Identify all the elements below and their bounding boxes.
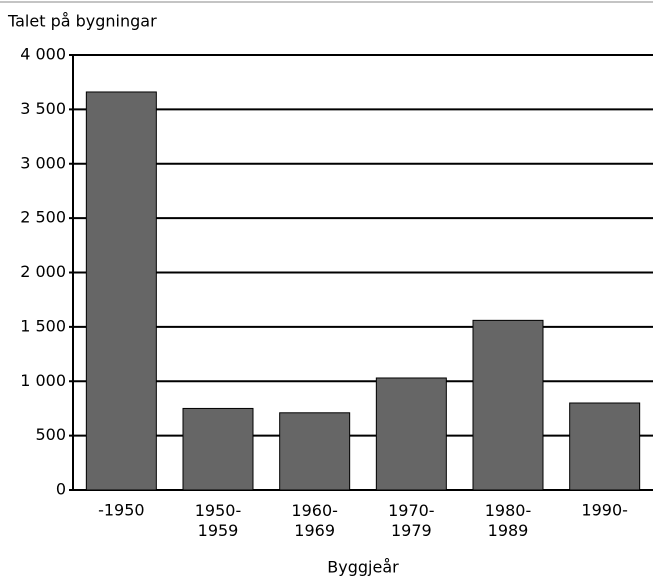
x-tick-label: 1970-1979 xyxy=(388,501,435,540)
x-tick-label: -1950 xyxy=(98,501,145,520)
x-tick-label-line: 1980- xyxy=(485,501,532,520)
x-tick-label-line: 1969 xyxy=(294,521,335,540)
x-tick-label: 1980-1989 xyxy=(485,501,532,540)
y-tick-label: 1 500 xyxy=(20,316,66,335)
x-tick-label-line: 1950- xyxy=(195,501,242,520)
y-tick-label: 500 xyxy=(35,425,66,444)
bar xyxy=(85,91,157,491)
x-tick-label-line: 1979 xyxy=(391,521,432,540)
bar xyxy=(375,377,447,491)
bar xyxy=(472,319,544,491)
y-tick-label: 2 500 xyxy=(20,208,66,227)
y-tick-label: 4 000 xyxy=(20,45,66,64)
y-tick-label: 3 500 xyxy=(20,99,66,118)
x-tick-label-line: 1959 xyxy=(198,521,239,540)
x-tick-label: 1990- xyxy=(581,501,628,520)
y-tick-label: 1 000 xyxy=(20,371,66,390)
x-tick-label-line: 1989 xyxy=(488,521,529,540)
y-tick-label: 0 xyxy=(56,480,66,499)
x-tick-label: 1950-1959 xyxy=(195,501,242,540)
y-tick-label: 3 000 xyxy=(20,153,66,172)
bar xyxy=(279,412,351,491)
x-tick-label-line: 1960- xyxy=(291,501,338,520)
x-tick-label: 1960-1969 xyxy=(291,501,338,540)
bar xyxy=(569,402,641,491)
x-tick-label-line: 1970- xyxy=(388,501,435,520)
bar xyxy=(182,407,254,491)
chart-title: Talet på bygningar xyxy=(7,12,157,31)
y-tick-label: 2 000 xyxy=(20,262,66,281)
x-axis-label: Byggjeår xyxy=(327,558,399,577)
